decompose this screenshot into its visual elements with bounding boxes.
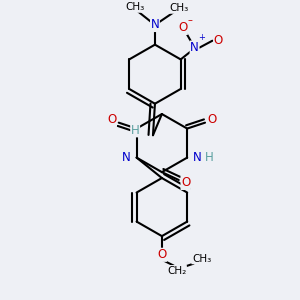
Text: CH₃: CH₃ [125,2,145,12]
Text: –: – [187,15,192,25]
Text: +: + [198,33,205,42]
Text: N: N [151,19,159,32]
Text: O: O [178,21,187,34]
Text: N: N [193,151,202,164]
Text: CH₃: CH₃ [192,254,211,264]
Text: H: H [131,124,140,137]
Text: O: O [214,34,223,47]
Text: O: O [207,113,217,126]
Text: CH₂: CH₂ [167,266,186,276]
Text: O: O [181,176,190,190]
Text: N: N [122,151,131,164]
Text: H: H [205,151,213,164]
Text: O: O [107,113,116,126]
Text: N: N [190,41,199,54]
Text: CH₃: CH₃ [169,3,188,13]
Text: O: O [157,248,167,261]
